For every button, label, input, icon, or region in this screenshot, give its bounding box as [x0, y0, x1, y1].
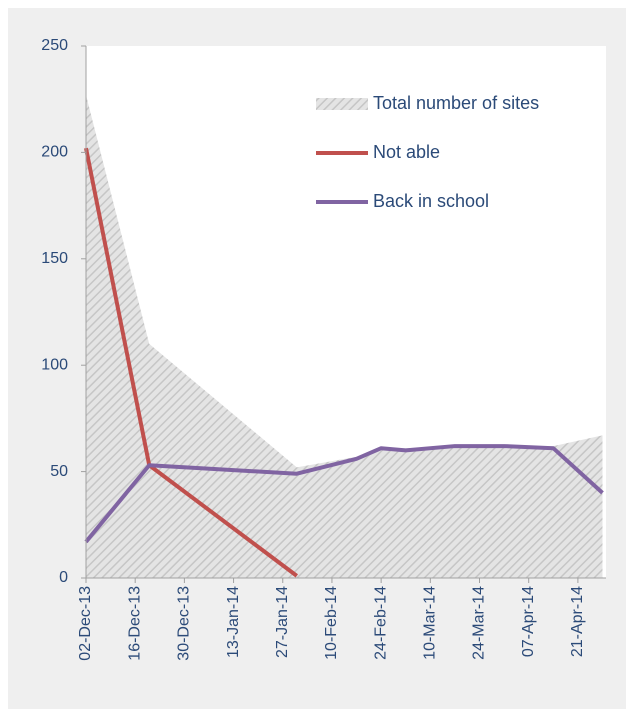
y-tick-label: 0 — [59, 569, 68, 586]
y-tick-label: 150 — [41, 250, 68, 267]
x-tick-label: 24-Mar-14 — [471, 586, 488, 660]
legend-label: Not able — [373, 142, 440, 162]
y-tick-label: 250 — [41, 37, 68, 54]
y-tick-label: 200 — [41, 144, 68, 161]
x-tick-label: 16-Dec-13 — [126, 586, 143, 661]
x-tick-label: 07-Apr-14 — [520, 586, 537, 657]
x-tick-label: 10-Feb-14 — [323, 586, 340, 660]
legend-swatch — [316, 98, 368, 110]
y-tick-label: 50 — [50, 463, 68, 480]
x-tick-label: 27-Jan-14 — [274, 586, 291, 658]
x-tick-label: 02-Dec-13 — [77, 586, 94, 661]
legend-label: Total number of sites — [373, 93, 539, 113]
line — [84, 444, 604, 544]
y-tick-label: 100 — [41, 356, 68, 373]
x-tick-label: 24-Feb-14 — [372, 586, 389, 660]
legend-label: Back in school — [373, 191, 489, 211]
x-tick-label: 21-Apr-14 — [569, 586, 586, 657]
x-tick-label: 10-Mar-14 — [422, 586, 439, 660]
x-tick-label: 13-Jan-14 — [225, 586, 242, 658]
area — [86, 94, 603, 578]
x-tick-label: 30-Dec-13 — [176, 586, 193, 661]
